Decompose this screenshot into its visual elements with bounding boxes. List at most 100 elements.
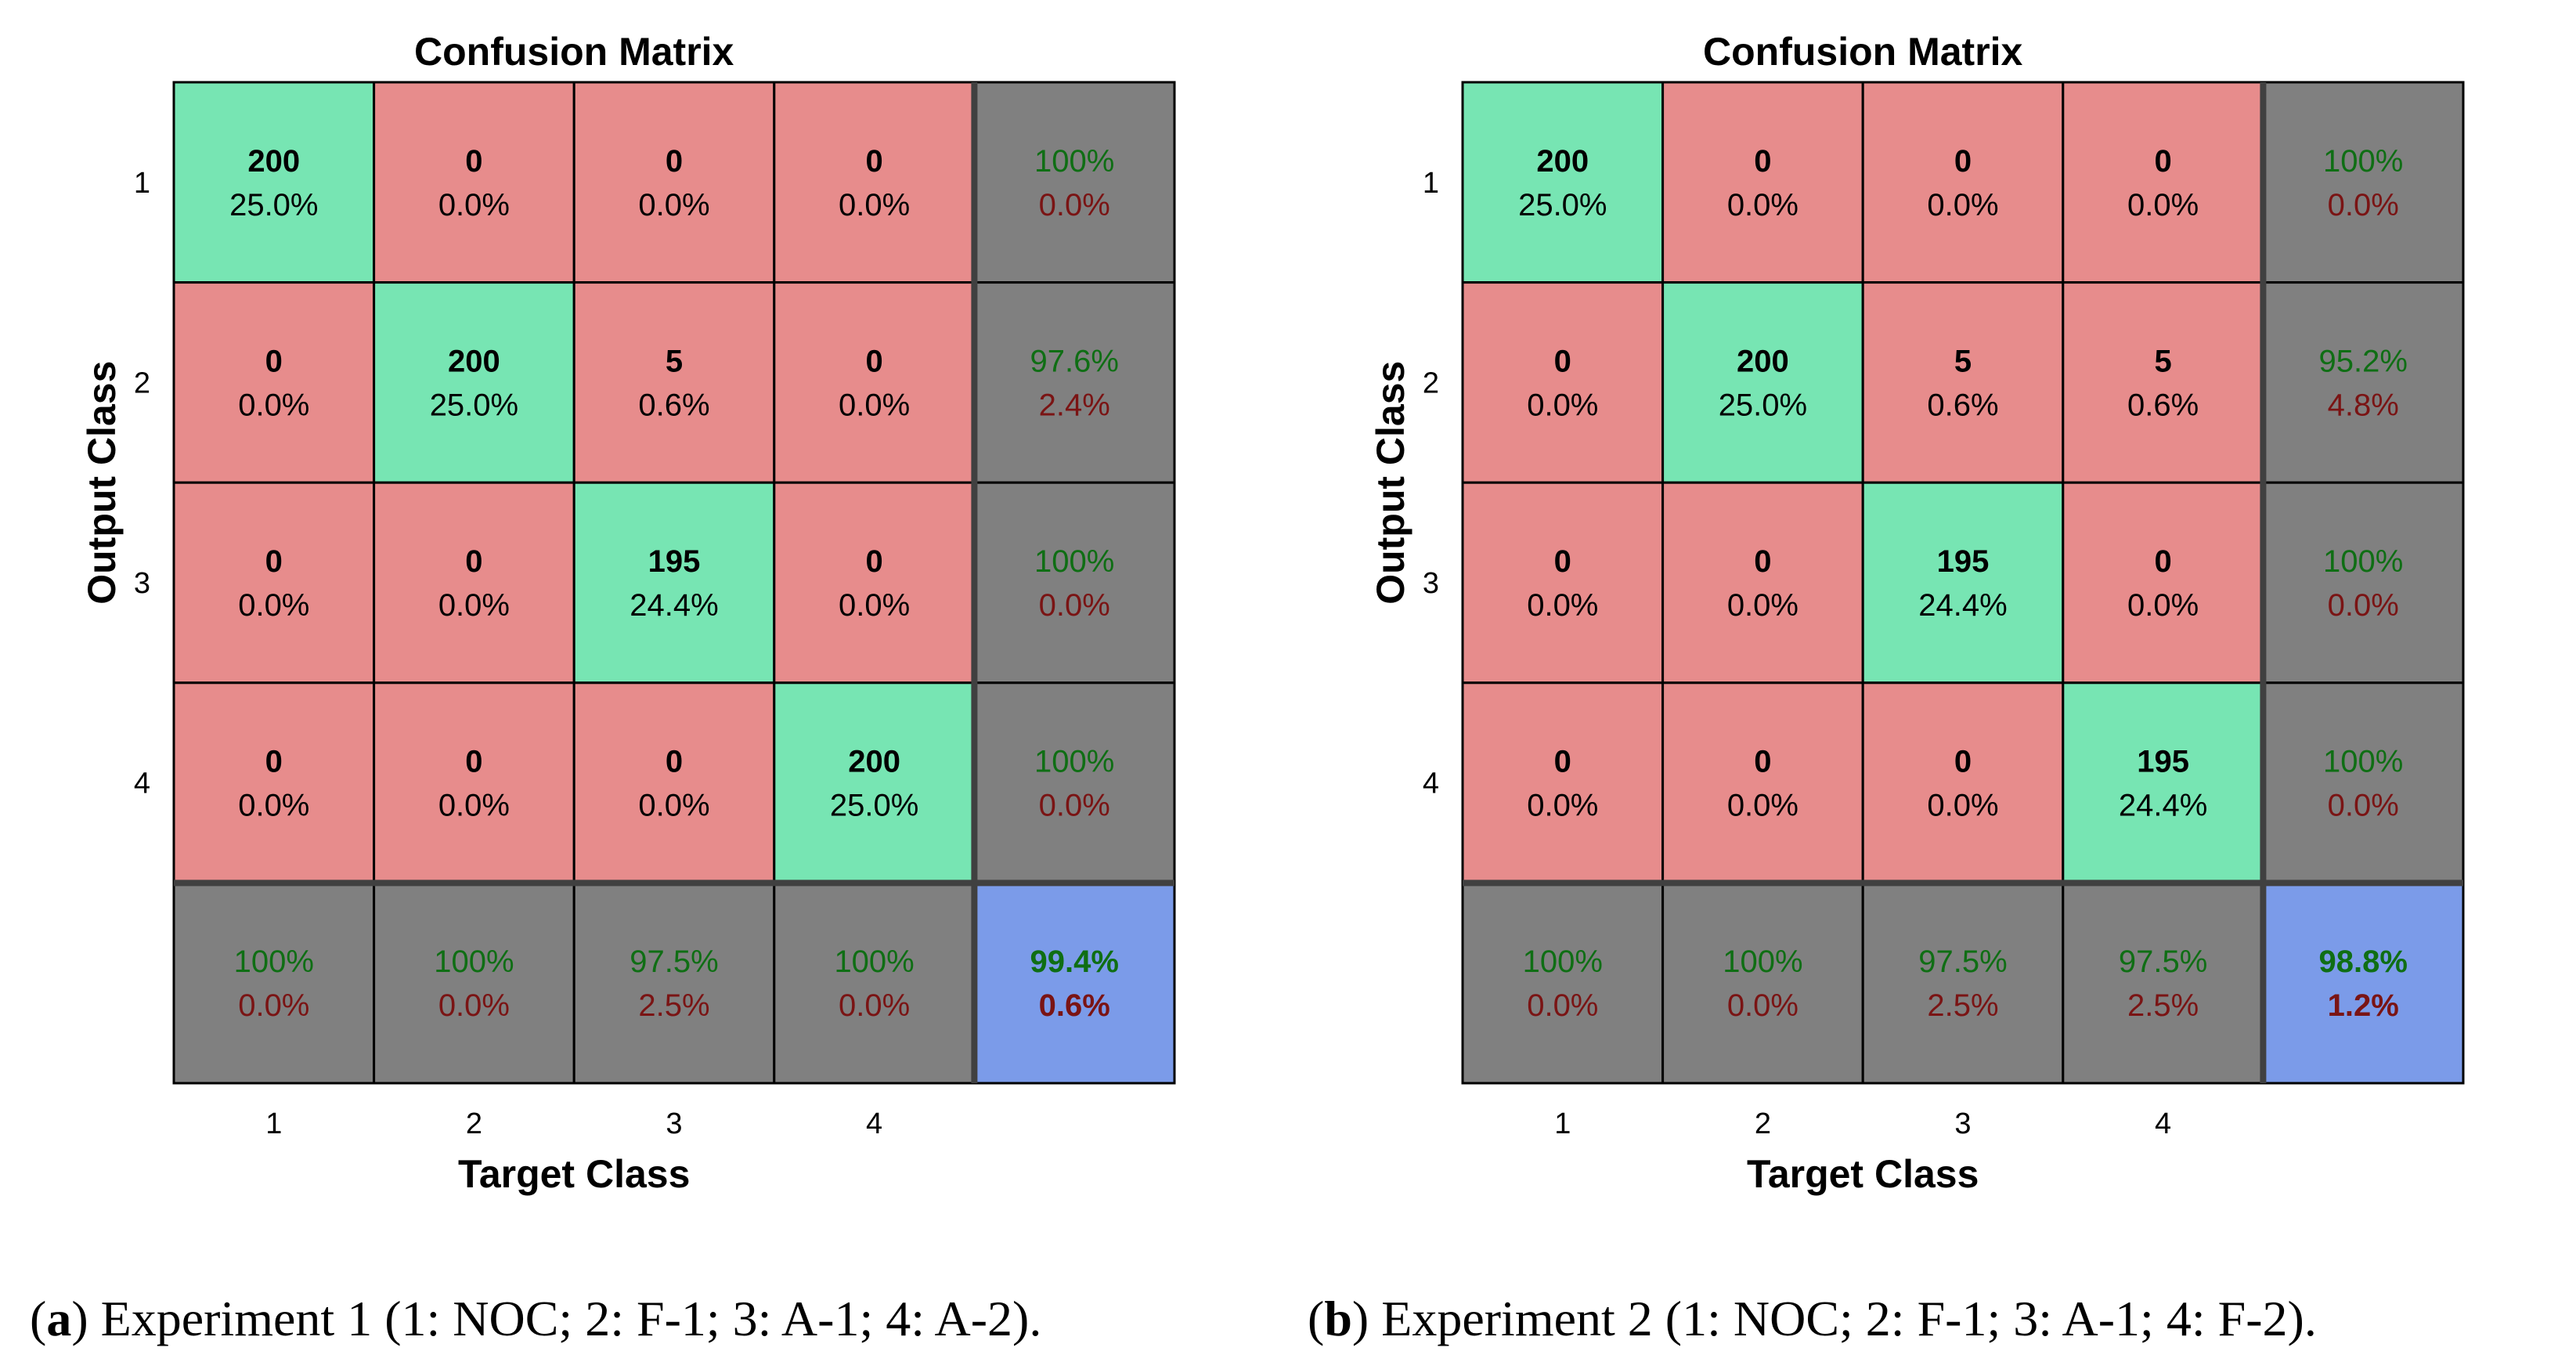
cell-count-label: 195 (648, 544, 701, 579)
col-summary-cell-r5-c3 (572, 881, 776, 1085)
confusion-matrix-a: Confusion Matrix20025.0%00.0%00.0%00.0%1… (30, 30, 1176, 1346)
y-tick-label: 2 (134, 367, 150, 399)
cell-count-label: 0 (1754, 144, 1771, 179)
chart-title: Confusion Matrix (414, 30, 734, 74)
cell-percent-label: 0.0% (839, 188, 910, 222)
offdiag-cell-r2-c1 (172, 281, 376, 484)
x-tick-label: 4 (866, 1107, 882, 1140)
col-error-label: 0.0% (839, 988, 910, 1023)
offdiag-cell-r4-c1 (1461, 681, 1665, 884)
cell-count-label: 5 (666, 344, 683, 378)
x-tick-label: 3 (666, 1107, 682, 1140)
col-correct-label: 97.5% (630, 945, 718, 979)
row-error-label: 0.0% (1039, 588, 1110, 623)
cell-count-label: 200 (1536, 144, 1589, 179)
cell-count-label: 0 (666, 144, 683, 179)
row-correct-label: 100% (1034, 544, 1114, 579)
figure-caption: (a) Experiment 1 (1: NOC; 2: F-1; 3: A-1… (30, 1291, 1041, 1346)
cell-count-label: 195 (2137, 745, 2189, 779)
y-axis-label: Output Class (80, 361, 124, 605)
cell-percent-label: 24.4% (630, 588, 718, 623)
row-error-label: 4.8% (2328, 388, 2399, 422)
diagonal-cell-r1-c1 (1461, 81, 1665, 284)
cell-percent-label: 0.0% (238, 588, 309, 623)
cell-count-label: 0 (265, 344, 283, 378)
col-correct-label: 100% (1723, 945, 1802, 979)
offdiag-cell-r3-c1 (1461, 481, 1665, 685)
col-summary-cell-r5-c2 (1661, 881, 1864, 1085)
cell-count-label: 0 (865, 544, 882, 579)
offdiag-cell-r4-c3 (572, 681, 776, 884)
offdiag-cell-r3-c4 (2062, 481, 2264, 685)
cell-percent-label: 0.0% (2127, 188, 2199, 222)
offdiag-cell-r4-c1 (172, 681, 376, 884)
diagonal-cell-r1-c1 (172, 81, 376, 284)
col-error-label: 2.5% (638, 988, 709, 1023)
diagonal-cell-r2-c2 (373, 281, 575, 484)
cell-count-label: 0 (1554, 544, 1571, 579)
col-correct-label: 100% (1523, 945, 1603, 979)
cell-percent-label: 0.0% (1727, 789, 1799, 823)
x-axis-label: Target Class (458, 1152, 690, 1196)
cell-percent-label: 0.0% (1727, 588, 1799, 623)
cell-percent-label: 0.0% (438, 188, 510, 222)
diagonal-cell-r3-c3 (572, 481, 776, 685)
cell-percent-label: 0.0% (839, 388, 910, 422)
cell-count-label: 0 (1954, 144, 1972, 179)
cell-percent-label: 0.0% (238, 789, 309, 823)
offdiag-cell-r3-c1 (172, 481, 376, 685)
cell-count-label: 0 (2154, 544, 2171, 579)
diagonal-cell-r4-c4 (773, 681, 976, 884)
row-error-label: 0.0% (2328, 588, 2399, 623)
cell-percent-label: 0.0% (238, 388, 309, 422)
col-summary-cell-r5-c4 (2062, 881, 2264, 1085)
cell-count-label: 0 (1754, 745, 1771, 779)
cell-count-label: 0 (465, 144, 482, 179)
cell-count-label: 0 (865, 144, 882, 179)
col-summary-cell-r5-c3 (1861, 881, 2065, 1085)
cell-count-label: 5 (1954, 344, 1972, 378)
offdiag-cell-r3-c2 (1661, 481, 1864, 685)
cell-percent-label: 24.4% (2119, 789, 2207, 823)
row-summary-cell-r2-c5 (2261, 281, 2465, 484)
col-correct-label: 100% (434, 945, 514, 979)
row-error-label: 0.0% (2328, 188, 2399, 222)
cell-count-label: 0 (265, 745, 283, 779)
chart-title: Confusion Matrix (1703, 30, 2023, 74)
cell-count-label: 0 (1554, 745, 1571, 779)
cell-percent-label: 0.0% (1927, 789, 1998, 823)
col-error-label: 0.0% (238, 988, 309, 1023)
offdiag-cell-r2-c3 (572, 281, 776, 484)
cell-count-label: 200 (1737, 344, 1789, 378)
cell-count-label: 200 (448, 344, 500, 378)
row-summary-cell-r3-c5 (972, 481, 1176, 685)
diagonal-cell-r4-c4 (2062, 681, 2264, 884)
row-correct-label: 100% (2323, 544, 2403, 579)
cell-count-label: 0 (265, 544, 283, 579)
caption-open-paren: ( (1308, 1291, 1324, 1346)
y-tick-label: 3 (134, 567, 150, 600)
row-correct-label: 97.6% (1030, 344, 1118, 378)
row-summary-cell-r4-c5 (972, 681, 1176, 884)
x-axis-label: Target Class (1747, 1152, 1979, 1196)
cell-percent-label: 0.0% (1727, 188, 1799, 222)
cell-percent-label: 25.0% (1518, 188, 1607, 222)
offdiag-cell-r4-c3 (1861, 681, 2065, 884)
cell-percent-label: 25.0% (229, 188, 318, 222)
offdiag-cell-r1-c4 (773, 81, 976, 284)
cell-percent-label: 25.0% (1719, 388, 1807, 422)
offdiag-cell-r2-c4 (773, 281, 976, 484)
cell-percent-label: 0.0% (1527, 588, 1598, 623)
x-tick-label: 4 (2155, 1107, 2171, 1140)
cell-count-label: 0 (2154, 144, 2171, 179)
cell-count-label: 200 (848, 745, 900, 779)
col-summary-cell-r5-c4 (773, 881, 976, 1085)
caption-close-paren: ) (71, 1291, 100, 1346)
y-tick-label: 4 (1423, 768, 1439, 800)
col-correct-label: 97.5% (2119, 945, 2207, 979)
x-tick-label: 1 (1554, 1107, 1571, 1140)
row-correct-label: 100% (1034, 745, 1114, 779)
col-correct-label: 100% (234, 945, 314, 979)
cell-percent-label: 0.0% (839, 588, 910, 623)
col-summary-cell-r5-c2 (373, 881, 575, 1085)
